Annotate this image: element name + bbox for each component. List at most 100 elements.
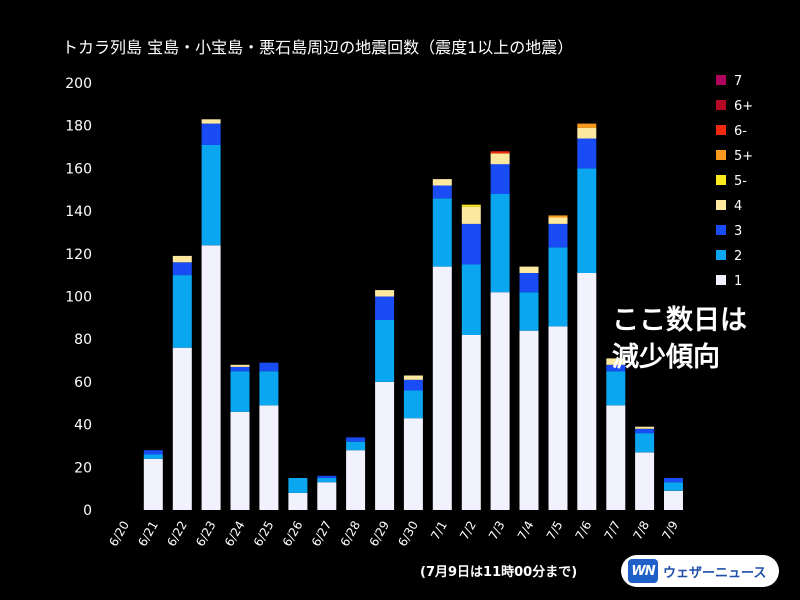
x-tick-label: 6/20 xyxy=(106,519,132,549)
legend-swatch xyxy=(716,150,726,160)
legend-label: 2 xyxy=(734,249,742,264)
legend-label: 7 xyxy=(734,74,742,89)
bar-segment-7-4-intensity-1 xyxy=(519,330,539,510)
x-tick-label: 7/3 xyxy=(486,519,508,543)
footnote: (7月9日は11時00分まで) xyxy=(420,565,578,580)
x-tick-label: 7/2 xyxy=(457,519,479,543)
trend-annotation: ここ数日は 減少傾向 xyxy=(612,302,747,376)
bar-segment-7-2-intensity-4 xyxy=(461,206,481,224)
x-tick-label: 7/5 xyxy=(544,519,566,543)
legend-swatch xyxy=(716,200,726,210)
legend-swatch xyxy=(716,125,726,135)
chart-title: トカラ列島 宝島・小宝島・悪石島周辺の地震回数（震度1以上の地震） xyxy=(62,38,574,57)
bar-segment-6-23-intensity-2 xyxy=(201,144,221,246)
bar-segment-7-8-intensity-3 xyxy=(635,428,655,434)
bars xyxy=(143,119,683,511)
bar-segment-7-5-intensity-3 xyxy=(548,223,568,248)
bar-segment-7-5-intensity-1 xyxy=(548,326,568,510)
bar-segment-7-6-intensity-3 xyxy=(577,138,597,169)
y-tick-label: 80 xyxy=(74,332,92,348)
bar-segment-7-2-intensity-3 xyxy=(461,223,481,265)
legend-swatch xyxy=(716,100,726,110)
bar-segment-7-3-intensity-2 xyxy=(490,194,510,293)
bar-segment-7-1-intensity-1 xyxy=(432,266,452,510)
bar-segment-7-1-intensity-2 xyxy=(432,198,452,267)
bar-segment-7-6-intensity-5+ xyxy=(577,123,597,128)
x-tick-label: 6/22 xyxy=(164,519,190,549)
bar-segment-6-27-intensity-2 xyxy=(317,478,337,483)
legend-swatch xyxy=(716,175,726,185)
bar-segment-6-25-intensity-1 xyxy=(259,405,279,510)
y-tick-label: 180 xyxy=(65,119,92,135)
bar-segment-6-22-intensity-4 xyxy=(172,255,192,263)
legend: 7 6+ 6- 5+ 5- 4 3 2 1 xyxy=(716,74,753,289)
y-tick-label: 0 xyxy=(83,503,92,519)
bar-segment-7-4-intensity-3 xyxy=(519,273,539,293)
y-tick-label: 140 xyxy=(65,204,92,220)
legend-swatch xyxy=(716,75,726,85)
bar-segment-7-6-intensity-4 xyxy=(577,127,597,139)
legend-label: 4 xyxy=(734,199,742,214)
bar-segment-7-1-intensity-3 xyxy=(432,185,452,199)
x-tick-label: 7/8 xyxy=(630,519,652,543)
legend-label: 1 xyxy=(734,274,742,289)
x-tick-label: 6/24 xyxy=(222,519,248,549)
bar-segment-7-2-intensity-2 xyxy=(461,264,481,335)
x-tick-label: 6/26 xyxy=(280,519,306,549)
legend-swatch xyxy=(716,250,726,260)
bar-segment-7-6-intensity-1 xyxy=(577,273,597,510)
bar-segment-7-4-intensity-4 xyxy=(519,266,539,273)
bar-segment-6-24-intensity-1 xyxy=(230,411,250,510)
bar-segment-6-28-intensity-2 xyxy=(346,441,366,451)
bar-segment-7-3-intensity-1 xyxy=(490,292,510,510)
legend-swatch xyxy=(716,225,726,235)
y-axis: 0 20 40 60 80 100 120 140 160 180 200 xyxy=(65,76,92,519)
bar-segment-6-24-intensity-2 xyxy=(230,371,250,412)
y-tick-label: 100 xyxy=(65,290,92,306)
bar-segment-6-28-intensity-1 xyxy=(346,450,366,510)
bar-segment-6-23-intensity-3 xyxy=(201,123,221,145)
annotation-line-2: 減少傾向 xyxy=(612,342,720,373)
x-tick-label: 6/30 xyxy=(395,519,421,549)
bar-segment-7-6-intensity-2 xyxy=(577,168,597,273)
bar-segment-7-7-intensity-3 xyxy=(606,364,626,372)
y-tick-label: 200 xyxy=(65,76,92,92)
bar-segment-6-27-intensity-3 xyxy=(317,475,337,478)
bar-segment-6-29-intensity-1 xyxy=(375,381,395,510)
x-tick-label: 6/27 xyxy=(309,519,335,549)
x-tick-label: 7/7 xyxy=(602,519,624,543)
bar-segment-6-27-intensity-1 xyxy=(317,482,337,510)
weathernews-logo-icon: WN xyxy=(628,559,658,583)
bar-segment-6-25-intensity-2 xyxy=(259,371,279,406)
bar-segment-6-22-intensity-2 xyxy=(172,275,192,348)
legend-label: 6+ xyxy=(734,99,753,114)
bar-segment-6-29-intensity-4 xyxy=(375,290,395,297)
bar-segment-6-22-intensity-3 xyxy=(172,262,192,276)
legend-label: 5- xyxy=(734,174,747,189)
x-tick-label: 7/6 xyxy=(573,519,595,543)
bar-segment-7-5-intensity-2 xyxy=(548,247,568,327)
bar-segment-7-7-intensity-4 xyxy=(606,358,626,365)
x-axis: 6/20 6/21 6/22 6/23 6/24 6/25 6/26 6/27 6/28 6/29… xyxy=(106,519,681,549)
x-tick-label: 6/21 xyxy=(135,519,161,549)
bar-segment-7-9-intensity-1 xyxy=(664,490,683,510)
bar-segment-6-29-intensity-3 xyxy=(375,296,395,320)
bar-segment-7-8-intensity-1 xyxy=(635,452,655,510)
bar-segment-7-8-intensity-4 xyxy=(635,426,655,429)
y-tick-label: 40 xyxy=(74,418,92,434)
bar-segment-6-30-intensity-2 xyxy=(403,390,423,419)
legend-label: 6- xyxy=(734,124,747,139)
bar-segment-7-9-intensity-3 xyxy=(664,478,683,483)
bar-segment-6-21-intensity-1 xyxy=(143,458,163,510)
y-tick-label: 60 xyxy=(74,375,92,391)
y-tick-label: 20 xyxy=(74,460,92,476)
weathernews-logo-text: ウェザーニュース xyxy=(663,565,767,581)
bar-segment-7-9-intensity-2 xyxy=(664,482,683,491)
bar-segment-6-26-intensity-1 xyxy=(288,492,308,510)
annotation-line-1: ここ数日は xyxy=(612,305,747,336)
x-tick-label: 6/29 xyxy=(367,519,393,549)
legend-label: 5+ xyxy=(734,149,753,164)
legend-swatch xyxy=(716,275,726,285)
bar-segment-7-5-intensity-4 xyxy=(548,217,568,224)
